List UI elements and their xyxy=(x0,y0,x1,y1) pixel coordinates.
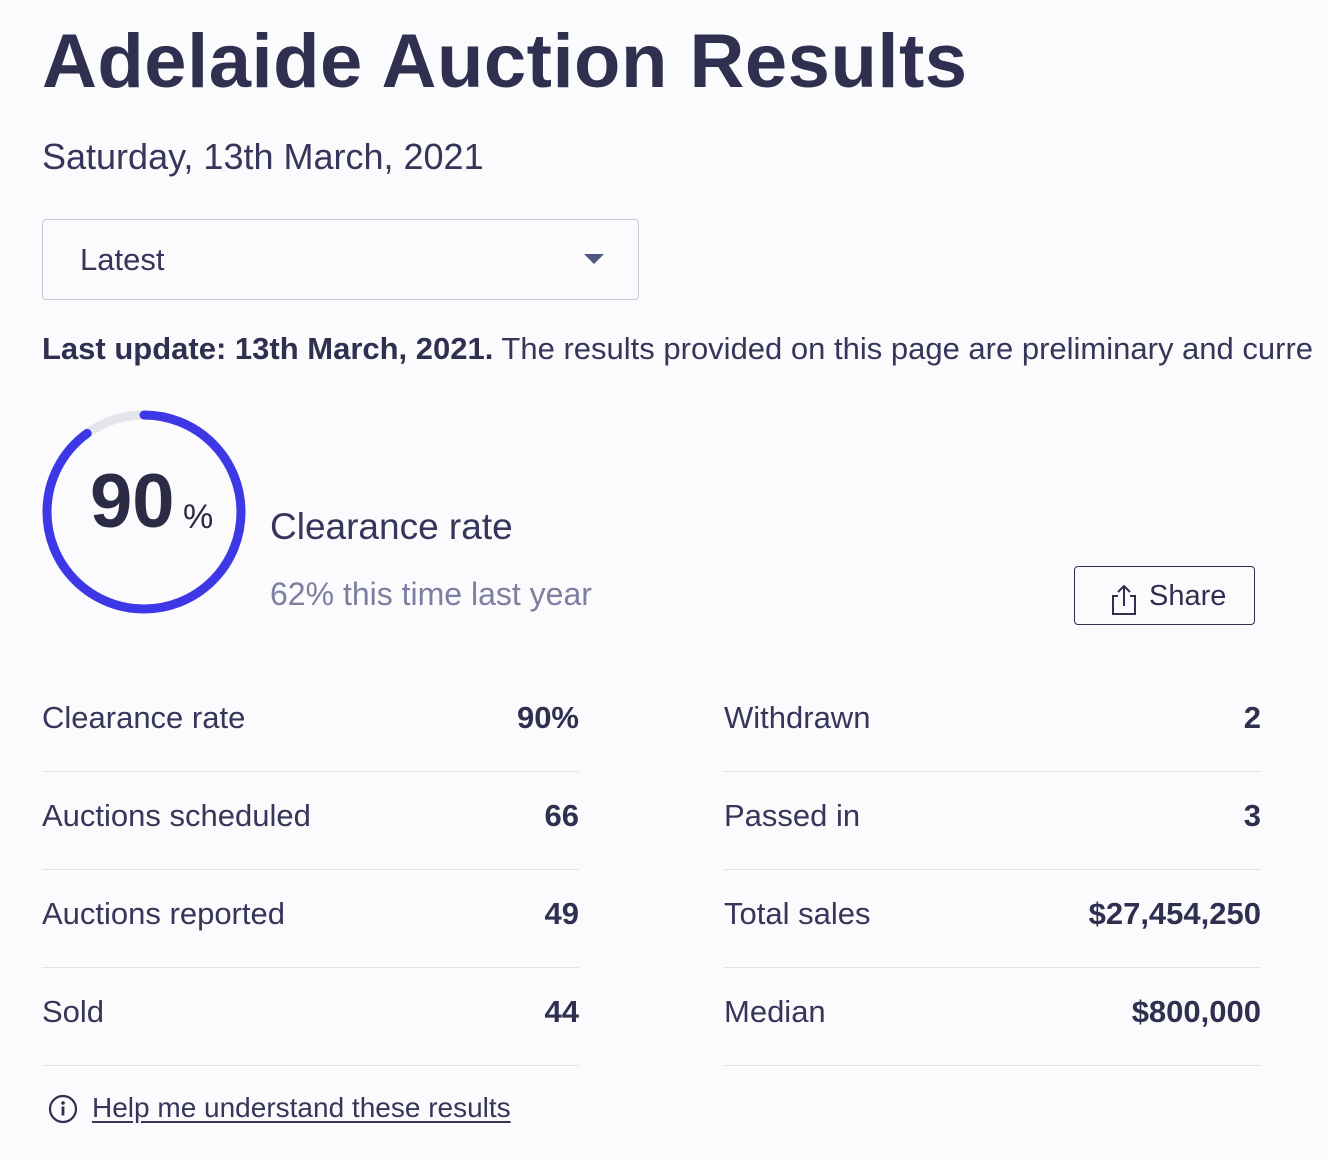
clearance-rate-label: Clearance rate xyxy=(270,506,513,547)
stat-label: Sold xyxy=(42,994,105,1029)
clearance-rate-unit: % xyxy=(183,498,214,536)
share-label: Share xyxy=(1149,580,1227,612)
stat-row-passed-in: Passed in 3 xyxy=(724,772,1261,870)
stat-row-sold: Sold 44 xyxy=(42,968,579,1066)
share-button[interactable]: Share xyxy=(1074,566,1255,625)
stat-value: $27,454,250 xyxy=(1088,896,1261,931)
stat-label: Passed in xyxy=(724,798,861,833)
period-select[interactable]: Latest xyxy=(42,219,639,300)
page-title: Adelaide Auction Results xyxy=(42,19,968,104)
stat-row-auctions-scheduled: Auctions scheduled 66 xyxy=(42,772,579,870)
update-notice: Last update: 13th March, 2021. The resul… xyxy=(42,331,1313,367)
stat-label: Withdrawn xyxy=(724,700,871,735)
results-date: Saturday, 13th March, 2021 xyxy=(42,136,484,177)
stat-label: Total sales xyxy=(724,896,871,931)
period-select-value: Latest xyxy=(80,242,165,277)
stat-value: $800,000 xyxy=(1131,994,1261,1029)
stat-value: 44 xyxy=(544,994,579,1029)
stat-label: Median xyxy=(724,994,826,1029)
stat-row-auctions-reported: Auctions reported 49 xyxy=(42,870,579,968)
update-notice-date: Last update: 13th March, 2021. xyxy=(42,331,494,366)
ring-progress xyxy=(42,410,246,614)
update-notice-text: The results provided on this page are pr… xyxy=(493,331,1314,366)
stat-label: Auctions reported xyxy=(42,896,285,931)
stat-row-clearance-rate: Clearance rate 90% xyxy=(42,674,579,772)
chevron-down-icon xyxy=(584,254,604,264)
info-icon xyxy=(48,1094,78,1124)
stat-row-median: Median $800,000 xyxy=(724,968,1261,1066)
stat-row-total-sales: Total sales $27,454,250 xyxy=(724,870,1261,968)
share-icon xyxy=(1112,585,1136,615)
stat-value: 66 xyxy=(544,798,579,833)
clearance-rate-last-year: 62% this time last year xyxy=(270,576,592,612)
stat-label: Auctions scheduled xyxy=(42,798,311,833)
stat-value: 90% xyxy=(516,700,579,735)
clearance-rate-ring xyxy=(42,410,246,614)
stat-value: 3 xyxy=(1243,798,1261,833)
stat-value: 2 xyxy=(1243,700,1261,735)
stat-label: Clearance rate xyxy=(42,700,246,735)
stat-row-withdrawn: Withdrawn 2 xyxy=(724,674,1261,772)
help-understand-results-link[interactable]: Help me understand these results xyxy=(92,1092,511,1123)
clearance-rate-value: 90 xyxy=(90,459,175,544)
stat-value: 49 xyxy=(544,896,579,931)
